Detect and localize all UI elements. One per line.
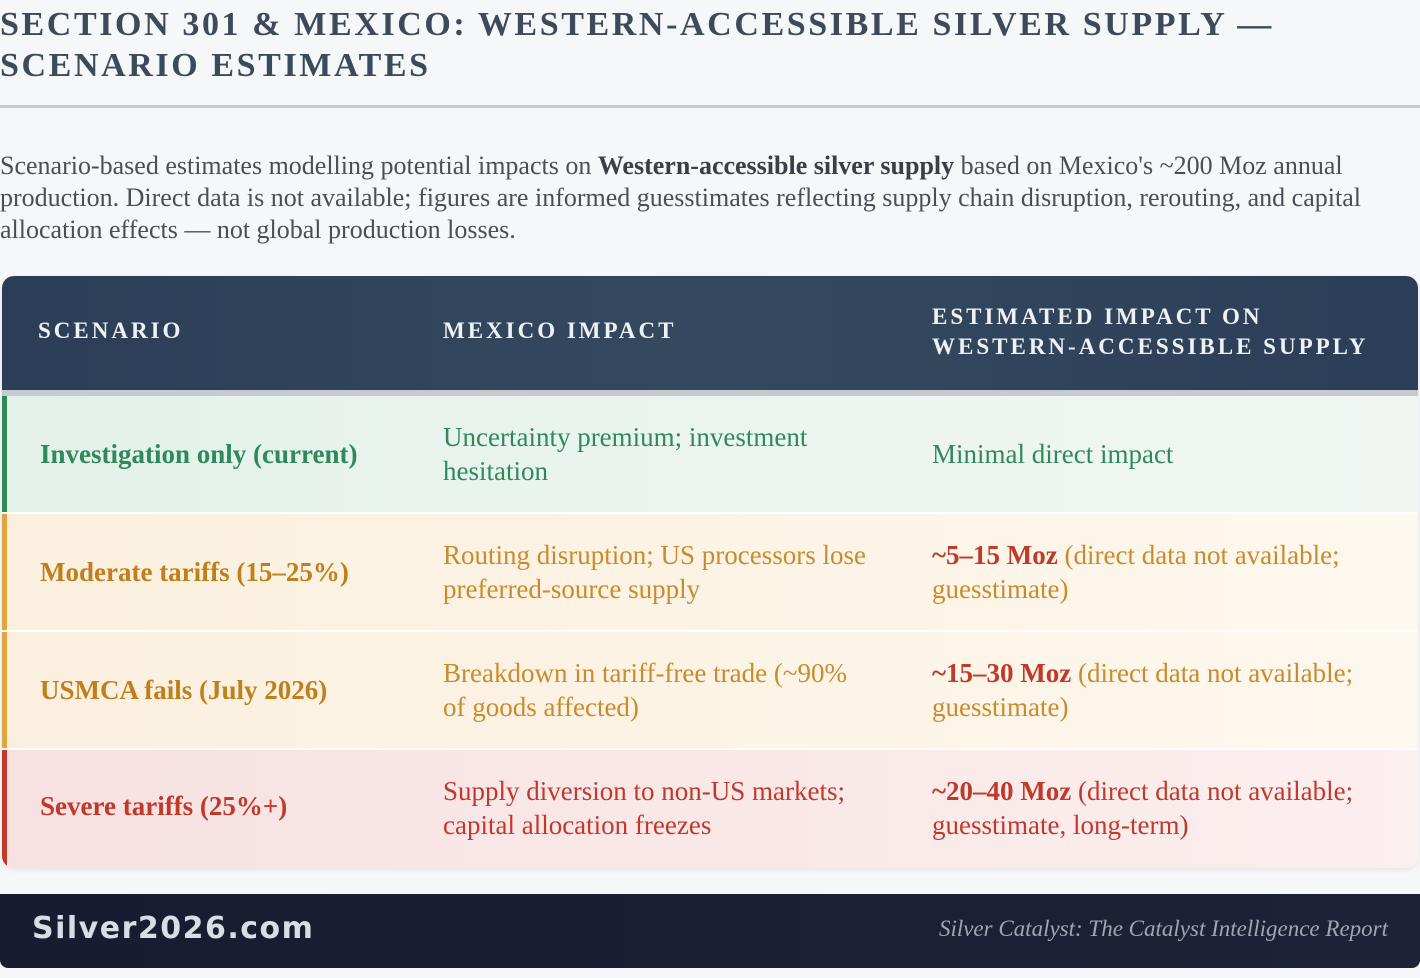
estimate-cell: ~15–30 Moz (direct data not available; g… — [932, 656, 1402, 724]
mexico-impact-cell: Uncertainty premium; investment hesitati… — [443, 422, 808, 486]
scenario-cell: Moderate tariffs (15–25%) — [40, 557, 349, 587]
estimate-cell: Minimal direct impact — [932, 437, 1402, 471]
scenario-cell: Severe tariffs (25%+) — [40, 791, 288, 821]
page-title: SECTION 301 & MEXICO: WESTERN-ACCESSIBLE… — [0, 6, 1274, 84]
estimate-note: (direct data not available; guesstimate) — [932, 540, 1340, 604]
table-header: SCENARIO MEXICO IMPACT ESTIMATED IMPACT … — [2, 276, 1418, 396]
intro-emphasis: Western-accessible silver supply — [597, 151, 955, 180]
estimate-note: (direct data not available; guesstimate) — [932, 658, 1354, 722]
row-accent-bar — [2, 632, 7, 748]
title-divider — [0, 105, 1420, 108]
row-accent-bar — [2, 750, 7, 868]
scenario-cell: USMCA fails (July 2026) — [40, 675, 328, 705]
estimate-value: ~5–15 Moz — [932, 540, 1058, 570]
intro-text-end: based on Mexico's ~200 Moz annual produc… — [0, 151, 1361, 244]
estimate-note: (direct data not available; guesstimate,… — [932, 776, 1354, 840]
header-mexico-impact: MEXICO IMPACT — [443, 318, 677, 343]
estimate-cell: ~20–40 Moz (direct data not available; g… — [932, 774, 1402, 842]
estimate-value: ~15–30 Moz — [932, 658, 1072, 688]
scenario-cell: Investigation only (current) — [40, 439, 358, 469]
mexico-impact-cell: Supply diversion to non-US markets; capi… — [443, 776, 845, 840]
footer-report-title: Silver Catalyst: The Catalyst Intelligen… — [938, 916, 1388, 941]
header-scenario: SCENARIO — [38, 318, 184, 343]
estimate-value: ~20–40 Moz — [932, 776, 1072, 806]
table-row-investigation: Investigation only (current) Uncertainty… — [2, 396, 1418, 514]
footer-bar: Silver2026.com Silver Catalyst: The Cata… — [0, 894, 1420, 968]
estimate-cell: ~5–15 Moz (direct data not available; gu… — [932, 538, 1402, 606]
footer-brand[interactable]: Silver2026.com — [32, 911, 315, 946]
intro-paragraph: Scenario-based estimates modelling poten… — [0, 150, 1412, 246]
estimate-note: Minimal direct impact — [932, 439, 1174, 469]
row-accent-bar — [2, 514, 7, 630]
table-row-usmca: USMCA fails (July 2026) Breakdown in tar… — [2, 632, 1418, 750]
mexico-impact-cell: Breakdown in tariff-free trade (~90% of … — [443, 658, 847, 722]
scenario-table: SCENARIO MEXICO IMPACT ESTIMATED IMPACT … — [2, 276, 1418, 868]
row-accent-bar — [2, 396, 7, 512]
header-estimated-impact: ESTIMATED IMPACT ON WESTERN-ACCESSIBLE S… — [932, 304, 1369, 359]
mexico-impact-cell: Routing disruption; US processors lose p… — [443, 540, 866, 604]
table-row-moderate: Moderate tariffs (15–25%) Routing disrup… — [2, 514, 1418, 632]
table-row-severe: Severe tariffs (25%+) Supply diversion t… — [2, 750, 1418, 868]
intro-text-start: Scenario-based estimates modelling poten… — [0, 151, 598, 180]
